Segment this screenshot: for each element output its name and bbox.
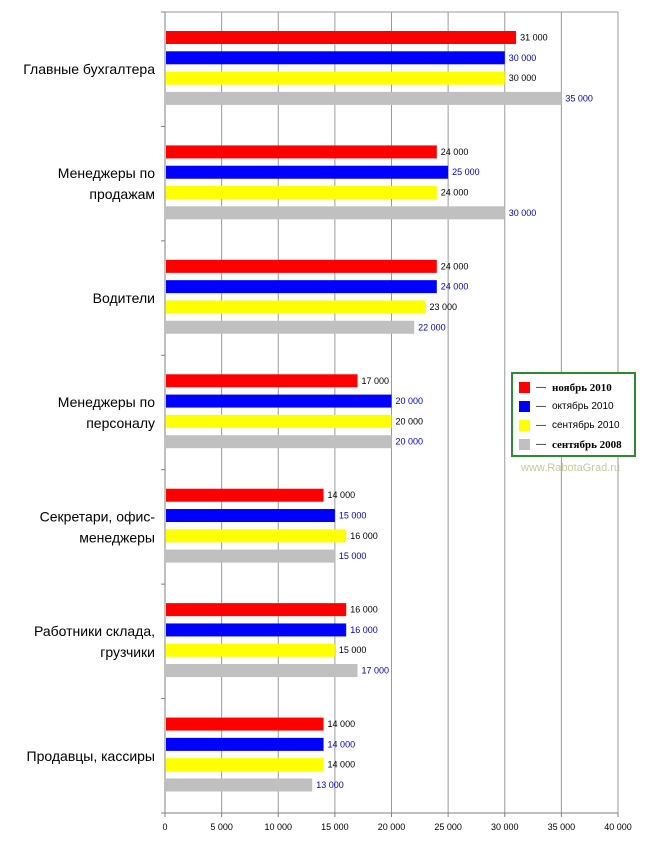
category-label: Секретари, офис-: [40, 508, 156, 524]
bar: [166, 71, 505, 85]
bars-group: [166, 31, 562, 792]
category-label: Менеджеры по: [58, 165, 155, 181]
x-tick-label: 40 000: [604, 822, 632, 832]
bar: [166, 623, 347, 637]
labels-group: 0 5 000 10 000 15 000 20 000 25 000 30 000 35 0…: [23, 33, 632, 833]
data-label: 23 000: [429, 302, 457, 312]
data-label: 22 000: [418, 322, 446, 332]
data-label: 13 000: [316, 780, 344, 790]
data-label: 31 000: [520, 33, 548, 43]
bar: [166, 186, 437, 200]
data-label: 15 000: [339, 551, 367, 561]
bar: [166, 778, 313, 792]
data-label: 20 000: [396, 437, 424, 447]
bar: [166, 717, 324, 731]
category-label: персоналу: [86, 415, 155, 431]
legend-swatch: [519, 420, 530, 431]
data-label: 20 000: [396, 416, 424, 426]
data-label: 14 000: [328, 739, 356, 749]
data-label: 17 000: [362, 376, 390, 386]
legend-label: ноябрь 2010: [552, 381, 612, 394]
data-label: 16 000: [350, 531, 378, 541]
data-label: 30 000: [509, 73, 537, 83]
legend-item-nov-2010: — ноябрь 2010: [519, 378, 628, 397]
data-label: 16 000: [350, 625, 378, 635]
bar: [166, 737, 324, 751]
data-label: 24 000: [441, 147, 469, 157]
legend-label: октябрь 2010: [552, 401, 614, 412]
category-label: Главные бухгалтера: [23, 61, 155, 77]
x-tick-label: 5 000: [210, 822, 233, 832]
bar: [166, 51, 505, 65]
legend-item-sep-2008: — сентябрь 2008: [519, 435, 628, 454]
bar: [166, 165, 449, 179]
watermark: www.RabotaGrad.ru: [521, 462, 621, 474]
bar: [166, 394, 392, 408]
bar: [166, 664, 358, 678]
bar: [166, 31, 517, 44]
axes: [161, 11, 619, 817]
legend-swatch: [519, 382, 530, 393]
bar: [166, 206, 505, 220]
x-tick-label: 25 000: [434, 822, 462, 832]
data-label: 25 000: [452, 167, 480, 177]
data-label: 24 000: [441, 282, 469, 292]
bar: [166, 488, 324, 502]
legend-label: сентябрь 2008: [552, 438, 622, 451]
bar: [166, 145, 437, 159]
data-label: 15 000: [339, 511, 367, 521]
x-tick-label: 15 000: [321, 822, 349, 832]
x-tick-label: 20 000: [378, 822, 406, 832]
data-label: 30 000: [509, 208, 537, 218]
bar: [166, 758, 324, 772]
category-label: Водители: [93, 290, 155, 306]
bar: [166, 643, 335, 657]
bar: [166, 280, 437, 294]
data-label: 14 000: [328, 760, 356, 770]
legend-dash: —: [536, 401, 546, 412]
x-tick-label: 10 000: [264, 822, 292, 832]
category-label: Работники склада,: [34, 623, 155, 639]
data-label: 16 000: [350, 605, 378, 615]
bar: [166, 91, 562, 105]
category-label: грузчики: [100, 644, 155, 660]
bar: [166, 603, 347, 617]
category-label: продажам: [89, 186, 155, 202]
category-label: Менеджеры по: [58, 394, 155, 410]
legend-item-oct-2010: — октябрь 2010: [519, 397, 628, 416]
legend-dash: —: [536, 382, 546, 393]
x-tick-label: 35 000: [548, 822, 576, 832]
x-tick-label: 0: [162, 822, 167, 832]
bar: [166, 414, 392, 428]
legend-label: сентябрь 2010: [552, 420, 620, 431]
bar: [166, 549, 335, 563]
data-label: 30 000: [509, 53, 537, 63]
data-label: 15 000: [339, 645, 367, 655]
data-label: 17 000: [362, 666, 390, 676]
bar: [166, 435, 392, 449]
bar: [166, 259, 437, 273]
bar: [166, 374, 358, 388]
legend-swatch: [519, 439, 530, 450]
x-tick-label: 30 000: [491, 822, 519, 832]
data-label: 20 000: [396, 396, 424, 406]
legend: — ноябрь 2010 — октябрь 2010 — сентябрь …: [511, 372, 636, 457]
data-label: 24 000: [441, 261, 469, 271]
category-label: Продавцы, кассиры: [27, 748, 155, 764]
data-label: 14 000: [328, 719, 356, 729]
data-label: 24 000: [441, 188, 469, 198]
category-label: менеджеры: [79, 529, 155, 545]
data-label: 14 000: [328, 490, 356, 500]
bar: [166, 509, 335, 523]
legend-item-sep-2010: — сентябрь 2010: [519, 416, 628, 435]
data-label: 35 000: [565, 93, 593, 103]
legend-swatch: [519, 401, 530, 412]
legend-dash: —: [536, 420, 546, 431]
bar: [166, 320, 415, 334]
bar: [166, 300, 426, 314]
bar: [166, 529, 347, 543]
legend-dash: —: [536, 439, 546, 450]
